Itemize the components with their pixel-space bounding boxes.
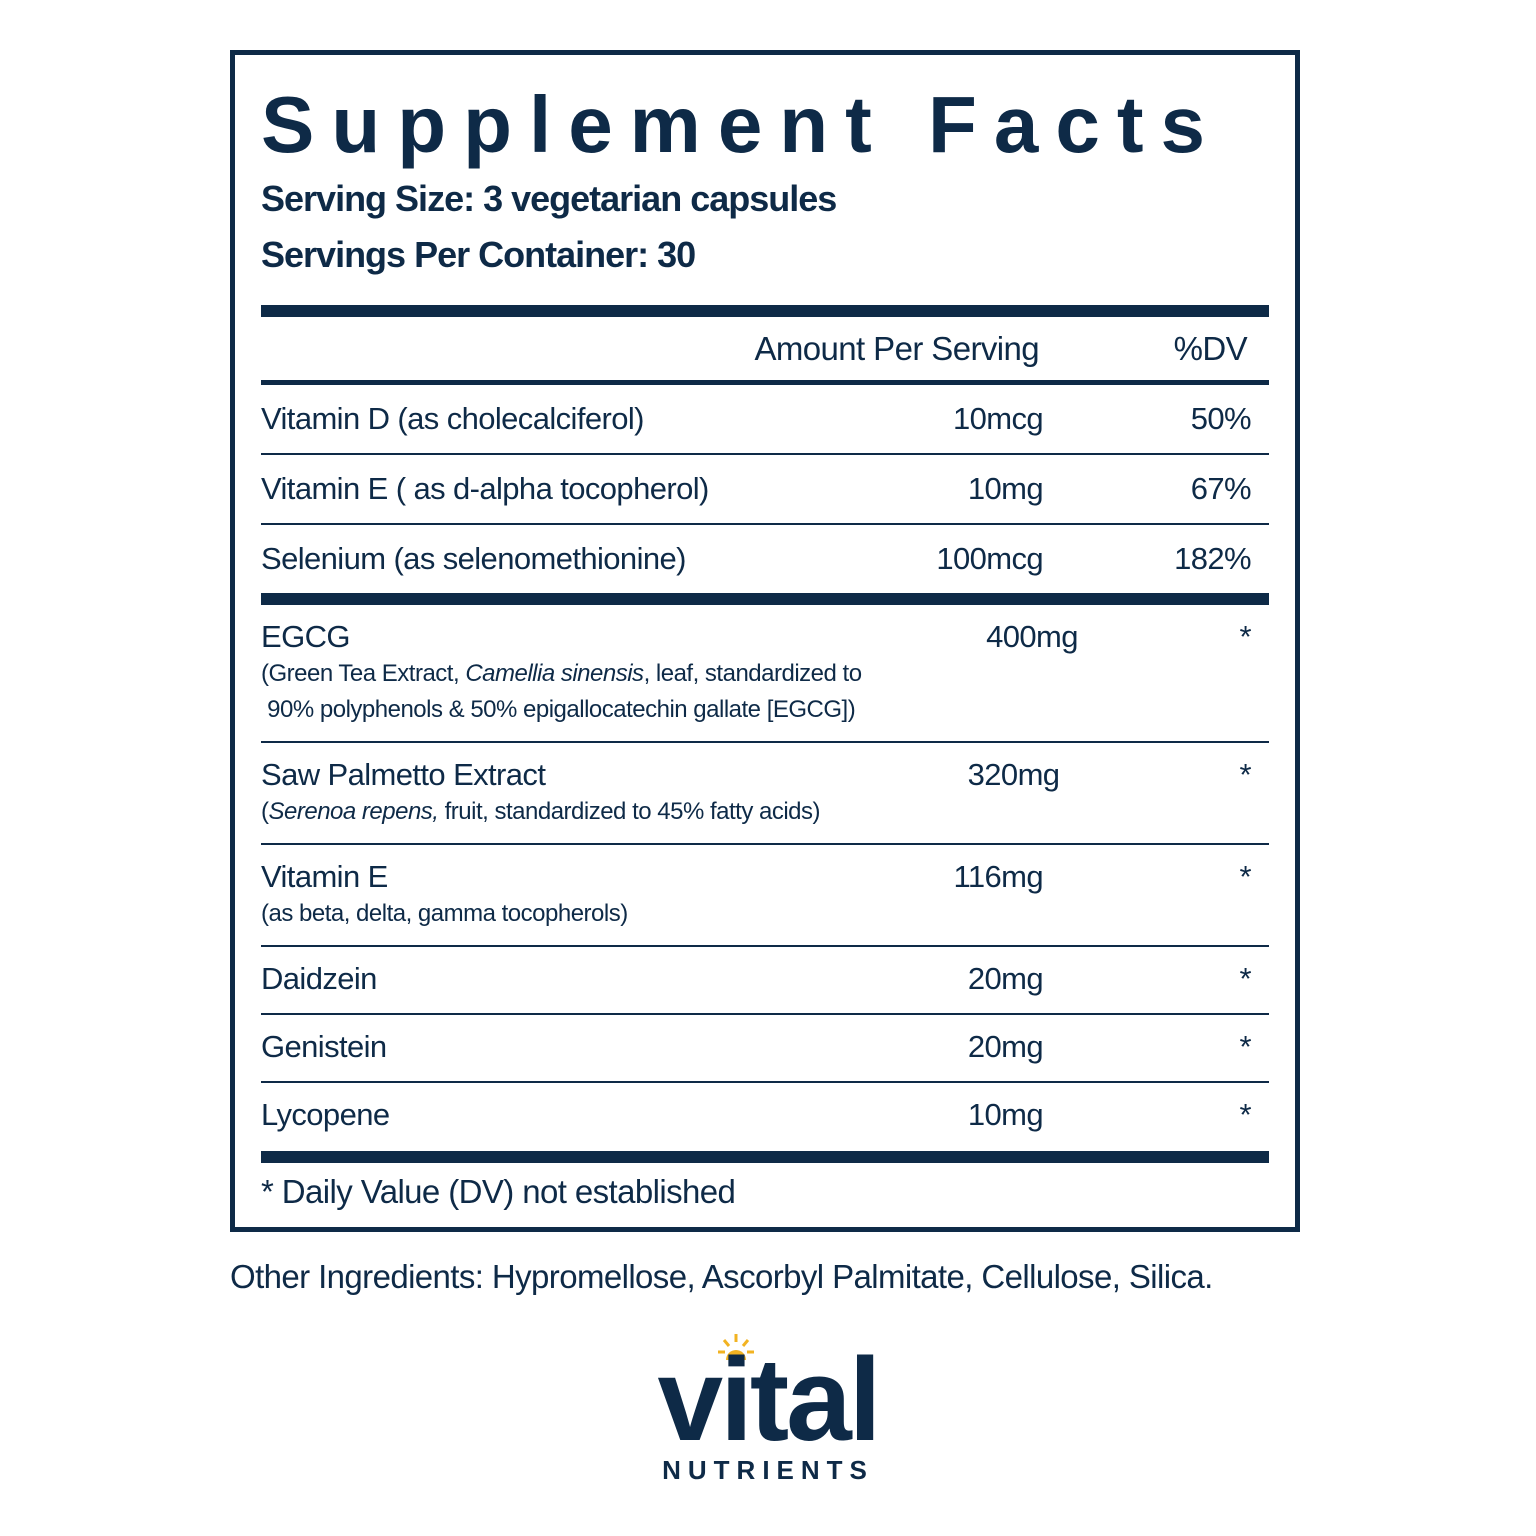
ingredient-row: Daidzein 20mg * xyxy=(261,947,1269,1015)
detail-text: 90% polyphenols & 50% epigallocatechin g… xyxy=(261,696,856,723)
ingredient-row: Lycopene 10mg * xyxy=(261,1083,1269,1151)
servings-per-container: Servings Per Container: 30 xyxy=(261,234,696,275)
daily-value: * xyxy=(1239,619,1252,654)
daily-value: * xyxy=(1239,961,1252,996)
name-cell: Vitamin E (as beta, delta, gamma tocopher… xyxy=(261,859,783,931)
facts-panel: Supplement Facts Serving Size: 3 vegetar… xyxy=(230,50,1300,1232)
amount: 10mg xyxy=(967,471,1044,506)
facts-inner: Supplement Facts Serving Size: 3 vegetar… xyxy=(261,55,1269,1221)
daily-value: 182% xyxy=(1174,541,1251,576)
amount: 116mg xyxy=(953,859,1044,894)
name-cell: Daidzein xyxy=(261,961,783,997)
name-cell: Genistein xyxy=(261,1029,783,1065)
ingredient-name: Daidzein xyxy=(261,961,377,996)
ingredient-name: Selenium (as selenomethionine) xyxy=(261,541,686,576)
ingredient-name: Lycopene xyxy=(261,1097,390,1132)
amount: 20mg xyxy=(967,1029,1044,1064)
ingredient-row: EGCG (Green Tea Extract, Camellia sinensi… xyxy=(261,605,1269,743)
ingredient-row: Selenium (as selenomethionine) 100mcg 182% xyxy=(261,525,1269,593)
column-header: Amount Per Serving %DV xyxy=(261,317,1269,380)
detail-text: (as beta, delta, gamma tocopherols) xyxy=(261,900,628,927)
ingredient-row: Vitamin D (as cholecalciferol) 10mcg 50% xyxy=(261,385,1269,455)
title: Supplement Facts xyxy=(261,80,1223,169)
amount: 100mcg xyxy=(936,541,1043,576)
ingredient-row: Saw Palmetto Extract (Serenoa repens, fru… xyxy=(261,743,1269,845)
detail-text: , leaf, standardized to xyxy=(643,660,862,687)
daily-value: * xyxy=(1239,859,1252,894)
ingredient-detail: (as beta, delta, gamma tocopherols) xyxy=(261,897,783,931)
rule xyxy=(261,380,1269,385)
name-cell: Vitamin E ( as d-alpha tocopherol) xyxy=(261,471,783,507)
daily-value: 50% xyxy=(1190,401,1252,436)
brand-tagline: NUTRIENTS xyxy=(662,1455,874,1485)
ingredient-group: Vitamin D (as cholecalciferol) 10mcg 50% Vi… xyxy=(261,385,1269,593)
ingredient-detail: (Serenoa repens, fruit, standardized to … xyxy=(261,795,820,829)
amount: 320mg xyxy=(967,757,1060,792)
footnote: * Daily Value (DV) not established xyxy=(261,1173,736,1210)
amount: 20mg xyxy=(967,961,1044,996)
ingredient-row: Vitamin E ( as d-alpha tocopherol) 10mg 67… xyxy=(261,455,1269,525)
ingredient-name: Saw Palmetto Extract xyxy=(261,757,546,792)
ingredient-name: Vitamin E xyxy=(261,859,388,894)
amount-header: Amount Per Serving xyxy=(754,329,1039,367)
name-cell: EGCG (Green Tea Extract, Camellia sinensi… xyxy=(261,619,862,727)
detail-text: Camellia sinensis xyxy=(465,660,644,687)
detail-text: fruit, standardized to 45% fatty acids) xyxy=(438,798,821,825)
ingredient-name: Vitamin E ( as d-alpha tocopherol) xyxy=(261,471,709,506)
serving-size: Serving Size: 3 vegetarian capsules xyxy=(261,178,837,219)
name-cell: Vitamin D (as cholecalciferol) xyxy=(261,401,783,437)
daily-value: * xyxy=(1239,1029,1252,1064)
detail-text: (Green Tea Extract, xyxy=(261,660,466,687)
sun-icon xyxy=(718,1334,754,1360)
amount: 400mg xyxy=(986,619,1078,654)
name-cell: Selenium (as selenomethionine) xyxy=(261,541,783,577)
ingredient-row: Genistein 20mg * xyxy=(261,1015,1269,1083)
name-cell: Lycopene xyxy=(261,1097,783,1133)
dv-header: %DV xyxy=(1173,329,1248,367)
ingredient-group: EGCG (Green Tea Extract, Camellia sinensi… xyxy=(261,605,1269,1151)
other-ingredients: Other Ingredients: Hypromellose, Ascorby… xyxy=(230,1258,1213,1295)
brand-name: vital xyxy=(657,1334,881,1466)
daily-value: 67% xyxy=(1190,471,1252,506)
ingredient-detail: (Green Tea Extract, Camellia sinensis, l… xyxy=(261,657,862,691)
ingredient-row: Vitamin E (as beta, delta, gamma tocopher… xyxy=(261,845,1269,947)
detail-text: ( xyxy=(261,798,269,825)
ingredient-name: Vitamin D (as cholecalciferol) xyxy=(261,401,644,436)
amount: 10mcg xyxy=(952,401,1044,436)
ingredient-detail: 90% polyphenols & 50% epigallocatechin g… xyxy=(261,693,862,727)
rule xyxy=(261,593,1269,605)
rule xyxy=(261,305,1269,317)
groups: Vitamin D (as cholecalciferol) 10mcg 50% Vi… xyxy=(261,385,1269,1163)
daily-value: * xyxy=(1239,757,1252,792)
name-cell: Saw Palmetto Extract (Serenoa repens, fru… xyxy=(261,757,820,829)
rule xyxy=(261,1151,1269,1163)
ingredient-name: EGCG xyxy=(261,619,350,654)
amount: 10mg xyxy=(967,1097,1044,1132)
daily-value: * xyxy=(1239,1097,1252,1132)
detail-text: Serenoa repens, xyxy=(268,798,439,825)
ingredient-name: Genistein xyxy=(261,1029,387,1064)
